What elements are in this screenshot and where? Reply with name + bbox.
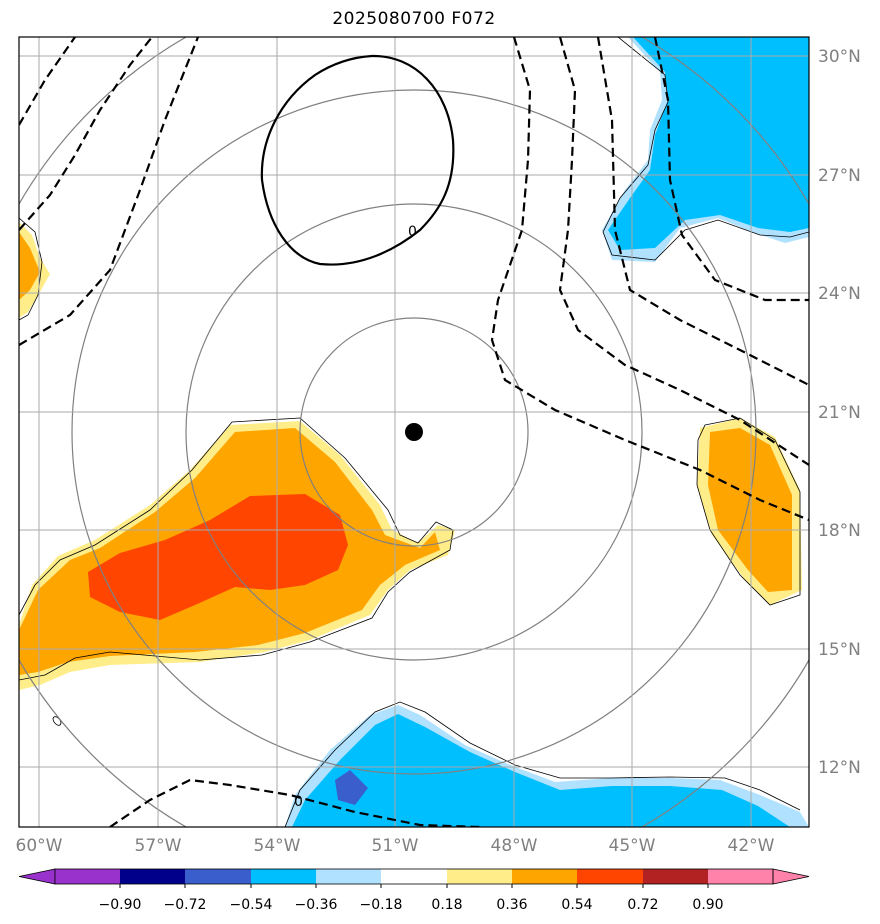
lon-label-42w: 42°W: [728, 836, 775, 856]
colorbar-segment: [251, 869, 316, 884]
range-ring-3: [71, 89, 757, 775]
colorbar-segment: [708, 869, 773, 884]
negative-anomaly-region-ne-mid: [608, 37, 809, 250]
colorbar: −0.90 −0.72 −0.54 −0.36 −0.18 0.18 0.36 0.54 0.7…: [18, 868, 810, 913]
map-area: 0 0: [19, 37, 809, 827]
latitude-labels: 30°N 27°N 24°N 21°N 18°N 15°N 12°N: [818, 47, 861, 778]
lon-label-48w: 48°W: [491, 836, 538, 856]
lat-label-21n: 21°N: [818, 403, 861, 423]
colorbar-tick-label: −0.90: [99, 897, 142, 913]
lon-label-45w: 45°W: [609, 836, 656, 856]
dashed-contour-n-3: [596, 37, 809, 386]
lon-label-51w: 51°W: [372, 836, 419, 856]
colorbar-segment: [643, 869, 708, 884]
lon-label-57w: 57°W: [135, 836, 182, 856]
colorbar-tick-label: 0.72: [627, 897, 658, 913]
lon-label-60w: 60°W: [16, 836, 63, 856]
positive-anomaly-core-sw: [88, 494, 348, 620]
storm-center-marker: [405, 423, 423, 441]
colorbar-tick-label: 0.36: [496, 897, 527, 913]
colorbar-tick-label: −0.36: [295, 897, 338, 913]
dashed-contour-nw-3: [19, 37, 200, 346]
dashed-contour-nw-1: [19, 37, 76, 126]
thin-contour-west-edge: [19, 217, 43, 321]
thin-contour-s: [284, 701, 801, 827]
colorbar-segment: [381, 869, 447, 884]
lon-label-54w: 54°W: [254, 836, 301, 856]
colorbar-segment: [185, 869, 251, 884]
solid-contour-loop: [260, 54, 455, 266]
positive-anomaly-region-west-edge-mid: [19, 232, 40, 300]
thin-contour-sw: [19, 417, 454, 681]
dashed-contour-n-1: [490, 37, 809, 522]
dashed-contours: [19, 37, 809, 827]
positive-anomaly-region-east-mid: [708, 428, 792, 592]
lat-label-15n: 15°N: [818, 640, 861, 660]
colorbar-tick-label: −0.54: [230, 897, 273, 913]
colorbar-tick-label: 0.54: [561, 897, 592, 913]
contour-zero-label-south: 0: [294, 794, 303, 810]
graticule: [19, 37, 809, 827]
colorbar-segment: [512, 869, 577, 884]
colorbar-segment: [577, 869, 643, 884]
colorbar-segment: [120, 869, 185, 884]
colorbar-tick-label: 0.90: [692, 897, 723, 913]
dashed-contour-s: [109, 778, 481, 827]
colorbar-segment: [316, 869, 381, 884]
range-ring-2: [185, 203, 643, 661]
thin-contour-ne: [602, 37, 809, 261]
lat-label-18n: 18°N: [818, 521, 861, 541]
range-rings: [19, 37, 809, 827]
dashed-contour-nw-2: [19, 37, 153, 231]
colorbar-outline: [54, 868, 774, 885]
lat-label-24n: 24°N: [818, 284, 861, 304]
contour-zero-label-north: 0: [408, 224, 417, 240]
lat-label-27n: 27°N: [818, 166, 861, 186]
lat-label-12n: 12°N: [818, 758, 861, 778]
colorbar-extend-max: [772, 868, 810, 885]
colorbar-segment: [447, 869, 512, 884]
colorbar-tick-label: −0.18: [360, 897, 403, 913]
negative-anomaly-region-s-mid: [292, 714, 790, 827]
map-frame: [18, 36, 810, 828]
range-ring-1: [299, 317, 529, 547]
lat-label-30n: 30°N: [818, 47, 861, 67]
dashed-contour-n-4: [653, 37, 809, 302]
map-title: 2025080700 F072: [332, 9, 496, 29]
dashed-contour-n-2: [558, 37, 809, 466]
negative-anomaly-core-s: [335, 770, 368, 805]
colorbar-segment: [55, 869, 120, 884]
longitude-labels: 60°W 57°W 54°W 51°W 48°W 45°W 42°W: [16, 836, 775, 856]
colorbar-tick-label: −0.72: [164, 897, 207, 913]
colorbar-extend-min: [18, 868, 56, 885]
colorbar-tick-label: 0.18: [431, 897, 462, 913]
